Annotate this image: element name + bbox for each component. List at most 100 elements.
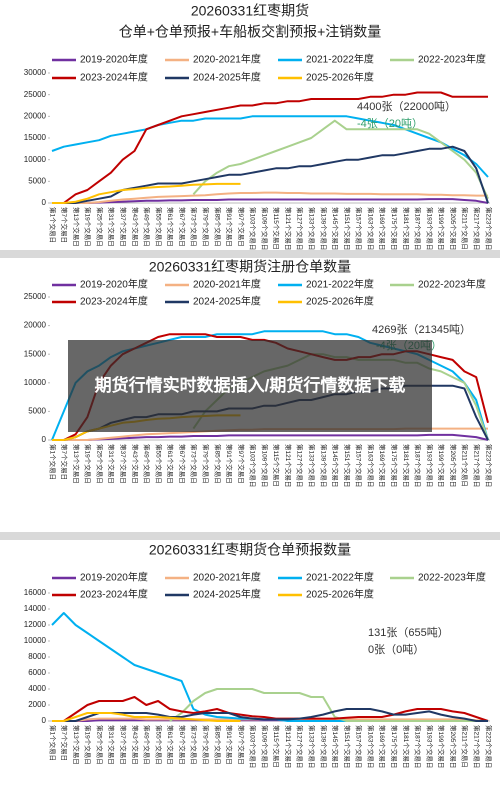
annotation: 131张（655吨）	[368, 626, 449, 639]
legend-label: 2021-2022年度	[306, 53, 374, 66]
y-tick-label: 25000	[24, 90, 47, 99]
x-tick-label: 第97个交易日	[237, 444, 246, 484]
series-line	[52, 182, 241, 204]
x-tick-label: 第49个交易日	[143, 444, 152, 484]
x-tick-label: 第1个交易日	[48, 207, 57, 243]
x-tick-label: 第169个交易日	[378, 444, 387, 487]
y-tick-label: 10000	[24, 155, 47, 164]
x-tick-label: 第205个交易日	[449, 444, 458, 487]
x-tick-label: 第115个交易日	[272, 207, 281, 250]
x-tick-label: 第205个交易日	[449, 725, 458, 768]
x-tick-label: 第133个交易日	[308, 725, 317, 768]
x-tick-label: 第121个交易日	[284, 207, 293, 250]
chart-title: 20260331红枣期货注册仓单数量	[149, 259, 351, 275]
x-tick-label: 第37个交易日	[119, 207, 128, 247]
x-tick-label: 第7个交易日	[60, 207, 69, 243]
x-tick-label: 第109个交易日	[260, 207, 269, 250]
annotation: 4269张（21345吨）	[372, 323, 471, 336]
x-tick-label: 第31个交易日	[107, 725, 116, 765]
y-tick-label: 12000	[24, 620, 47, 629]
x-tick-label: 第133个交易日	[308, 207, 317, 250]
series-line	[52, 708, 488, 722]
x-tick-label: 第151个交易日	[343, 207, 352, 250]
x-tick-label: 第157个交易日	[355, 207, 364, 250]
x-tick-label: 第181个交易日	[402, 725, 411, 768]
y-tick-label: 6000	[28, 668, 46, 677]
x-tick-label: 第211个交易日	[461, 207, 470, 250]
x-tick-label: 第133个交易日	[308, 444, 317, 487]
x-tick-label: 第157个交易日	[355, 725, 364, 768]
x-tick-label: 第175个交易日	[390, 207, 399, 250]
x-tick-label: 第61个交易日	[166, 444, 175, 484]
x-tick-label: 第103个交易日	[249, 444, 258, 487]
x-tick-label: 第25个交易日	[95, 444, 104, 484]
y-tick-label: 5000	[28, 407, 46, 416]
x-tick-label: 第73个交易日	[190, 207, 199, 247]
x-tick-label: 第43个交易日	[131, 207, 140, 247]
series-line	[52, 191, 488, 204]
x-tick-label: 第121个交易日	[284, 444, 293, 487]
x-tick-label: 第187个交易日	[414, 444, 423, 487]
series-line	[192, 119, 489, 200]
x-tick-label: 第127个交易日	[296, 444, 305, 487]
legend-label: 2024-2025年度	[193, 295, 261, 308]
y-tick-label: 10000	[24, 636, 47, 645]
x-tick-label: 第151个交易日	[343, 725, 352, 768]
x-tick-label: 第97个交易日	[237, 725, 246, 765]
chart-title: 20260331红枣期货	[191, 3, 309, 19]
x-tick-label: 第181个交易日	[402, 444, 411, 487]
legend-label: 2019-2020年度	[80, 53, 148, 66]
x-tick-label: 第91个交易日	[225, 444, 234, 484]
x-tick-label: 第91个交易日	[225, 725, 234, 765]
chart-subtitle: 仓单+仓单预报+车船板交割预报+注销数量	[119, 24, 382, 40]
legend-label: 2024-2025年度	[193, 71, 261, 84]
x-tick-label: 第85个交易日	[213, 444, 222, 484]
y-tick-label: 15000	[24, 133, 47, 142]
chart: 20260331红枣期货仓单+仓单预报+车船板交割预报+注销数量 0 5000 100…	[0, 0, 500, 250]
x-tick-label: 第37个交易日	[119, 725, 128, 765]
legend-label: 2020-2021年度	[193, 278, 261, 291]
x-tick-label: 第151个交易日	[343, 444, 352, 487]
x-tick-label: 第139个交易日	[319, 725, 328, 768]
x-tick-label: 第193个交易日	[425, 725, 434, 768]
y-tick-label: 30000	[24, 68, 47, 77]
x-tick-label: 第49个交易日	[143, 207, 152, 247]
x-tick-label: 第199个交易日	[437, 207, 446, 250]
x-tick-label: 第223个交易日	[484, 207, 493, 250]
x-tick-label: 第163个交易日	[366, 725, 375, 768]
x-tick-label: 第217个交易日	[472, 725, 481, 768]
x-tick-label: 第13个交易日	[72, 444, 81, 484]
x-tick-label: 第79个交易日	[201, 444, 210, 484]
y-tick-label: 15000	[24, 349, 47, 358]
x-tick-label: 第37个交易日	[119, 444, 128, 484]
annotation: 4400张（22000吨）	[357, 100, 456, 113]
x-tick-label: 第103个交易日	[249, 207, 258, 250]
x-tick-label: 第169个交易日	[378, 207, 387, 250]
legend-label: 2019-2020年度	[80, 278, 148, 291]
legend-label: 2023-2024年度	[80, 295, 148, 308]
series-line	[52, 91, 488, 204]
series-line	[52, 696, 489, 722]
x-tick-label: 第49个交易日	[143, 725, 152, 765]
x-tick-label: 第43个交易日	[131, 444, 140, 484]
x-tick-label: 第13个交易日	[72, 725, 81, 765]
y-tick-label: 0	[42, 435, 47, 444]
legend-label: 2020-2021年度	[193, 571, 261, 584]
x-tick-label: 第55个交易日	[154, 207, 163, 247]
x-tick-label: 第223个交易日	[484, 725, 493, 768]
x-tick-label: 第199个交易日	[437, 725, 446, 768]
x-tick-label: 第19个交易日	[84, 725, 93, 765]
x-tick-label: 第61个交易日	[166, 207, 175, 247]
x-tick-label: 第25个交易日	[95, 725, 104, 765]
x-tick-label: 第67个交易日	[178, 207, 187, 247]
y-tick-label: 2000	[28, 700, 46, 709]
x-tick-label: 第115个交易日	[272, 725, 281, 768]
legend-label: 2022-2023年度	[418, 278, 486, 291]
x-tick-label: 第115个交易日	[272, 444, 281, 487]
annotation: 0张（0吨）	[368, 643, 424, 656]
legend-label: 2019-2020年度	[80, 571, 148, 584]
series-line	[52, 433, 489, 441]
legend-label: 2024-2025年度	[193, 588, 261, 601]
x-tick-label: 第163个交易日	[366, 444, 375, 487]
